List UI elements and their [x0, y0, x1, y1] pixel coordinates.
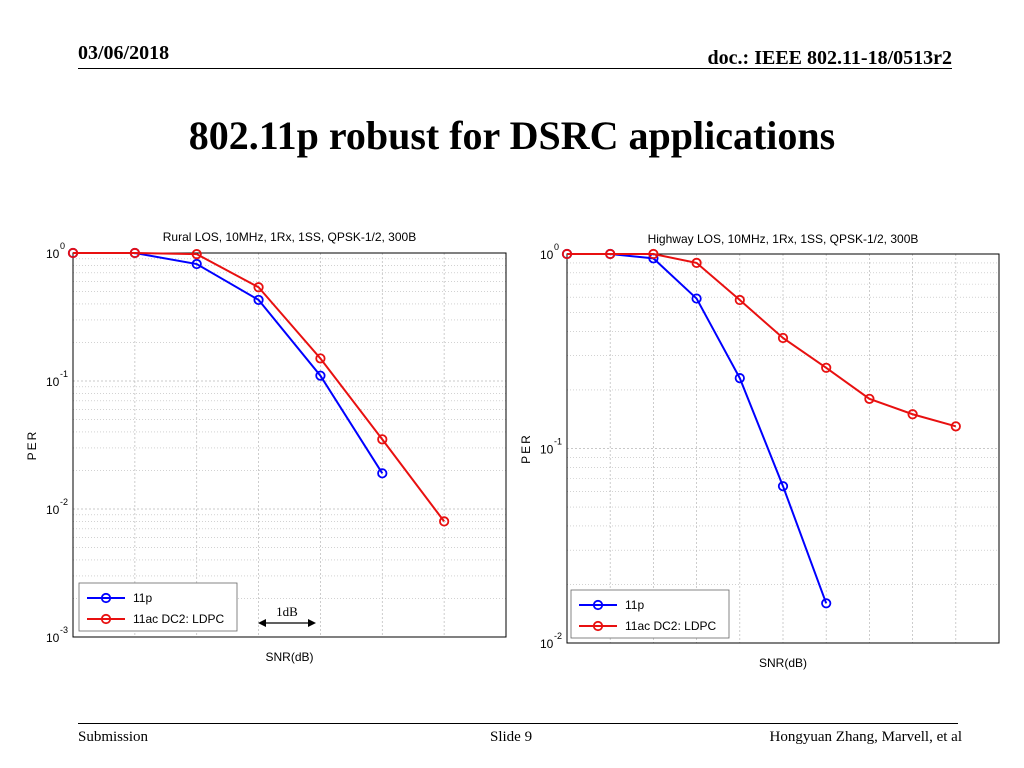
chart-title: Highway LOS, 10MHz, 1Rx, 1SS, QPSK-1/2, … — [648, 232, 919, 246]
data-point — [377, 468, 388, 479]
footer-submission: Submission — [78, 729, 149, 745]
header-doc-id: doc.: IEEE 802.11-18/0513r2 — [707, 47, 952, 69]
data-point — [777, 332, 789, 344]
y-tick-label: 10-3 — [46, 625, 68, 645]
footer-author: Hongyuan Zhang, Marvell, et al — [769, 729, 962, 745]
y-tick-base: 10 — [540, 443, 554, 457]
legend-entry: 11p — [625, 598, 644, 612]
series-line — [567, 253, 957, 428]
y-tick-exponent: 0 — [554, 242, 559, 252]
legend: 11p 11ac DC2: LDPC — [78, 582, 238, 632]
legend-swatch-marker — [592, 599, 604, 611]
y-tick-exponent: -1 — [554, 437, 562, 447]
data-point — [777, 481, 789, 492]
annotation-1db: 1dB — [258, 604, 316, 627]
legend-entry: 11p — [133, 591, 152, 605]
y-tick-label: 100 — [540, 242, 559, 262]
y-tick-exponent: -2 — [60, 497, 68, 507]
series-11p — [561, 248, 832, 609]
y-tick-label: 10-1 — [46, 369, 68, 389]
y-tick-exponent: -3 — [60, 625, 68, 635]
y-tick-label: 100 — [46, 241, 65, 261]
data-point — [253, 294, 264, 306]
x-axis-label: SNR(dB) — [759, 656, 807, 670]
data-point — [561, 248, 573, 260]
series-11ac — [67, 247, 450, 527]
annotation-arrowhead-right — [308, 619, 316, 627]
data-point — [734, 294, 745, 306]
data-point — [315, 370, 326, 381]
y-tick-label: 10-1 — [540, 437, 562, 457]
axes-frame — [566, 253, 1000, 644]
y-tick-base: 10 — [46, 503, 60, 517]
x-axis-label: SNR(dB) — [265, 650, 313, 664]
data-point — [191, 249, 202, 260]
y-tick-exponent: -2 — [554, 631, 562, 641]
footer-divider — [78, 723, 958, 724]
data-point — [821, 598, 832, 609]
data-point — [907, 409, 918, 420]
y-tick-label: 10-2 — [46, 497, 68, 517]
legend-swatch-marker — [592, 620, 604, 632]
y-axis-label: PER — [25, 430, 39, 461]
y-tick-base: 10 — [46, 375, 60, 389]
chart-1: Rural LOS, 10MHz, 1Rx, 1SS, QPSK-1/2, 30… — [25, 230, 507, 664]
legend-swatch-marker — [100, 613, 112, 625]
footer-slide-number: Slide 9 — [490, 729, 533, 745]
y-tick-base: 10 — [540, 637, 554, 651]
annotation-label: 1dB — [276, 604, 298, 619]
series-11ac — [561, 248, 961, 432]
y-tick-exponent: -1 — [60, 369, 68, 379]
data-point — [648, 248, 659, 260]
data-point — [129, 247, 140, 259]
y-tick-base: 10 — [46, 247, 60, 261]
header-divider — [78, 68, 952, 69]
data-point — [377, 434, 388, 445]
legend-entry: 11ac DC2: LDPC — [625, 619, 716, 633]
data-point — [191, 258, 202, 270]
y-axis-label: PER — [519, 433, 533, 464]
data-point — [605, 248, 616, 260]
legend-swatch-marker — [100, 592, 112, 604]
chart-title: Rural LOS, 10MHz, 1Rx, 1SS, QPSK-1/2, 30… — [163, 230, 416, 244]
series-11p — [67, 247, 388, 479]
header-date: 03/06/2018 — [78, 42, 170, 64]
series-line — [73, 252, 445, 523]
y-tick-exponent: 0 — [60, 241, 65, 251]
data-point — [67, 247, 79, 259]
legend-entry: 11ac DC2: LDPC — [133, 612, 224, 626]
data-point — [315, 353, 326, 364]
y-tick-label: 10-2 — [540, 631, 562, 651]
data-point — [439, 516, 450, 527]
data-point — [821, 362, 832, 373]
data-point — [864, 393, 875, 404]
slide-title: 802.11p robust for DSRC applications — [188, 113, 836, 158]
series-line — [73, 252, 384, 474]
data-point — [691, 293, 702, 304]
data-point — [253, 282, 264, 293]
data-point — [950, 421, 961, 432]
axes-frame — [72, 252, 507, 638]
data-point — [734, 373, 745, 384]
legend: 11p 11ac DC2: LDPC — [570, 589, 730, 639]
chart-2: Highway LOS, 10MHz, 1Rx, 1SS, QPSK-1/2, … — [519, 232, 1000, 670]
annotation-arrowhead-left — [258, 619, 266, 627]
data-point — [691, 257, 702, 268]
y-tick-base: 10 — [46, 631, 60, 645]
y-tick-base: 10 — [540, 248, 554, 262]
